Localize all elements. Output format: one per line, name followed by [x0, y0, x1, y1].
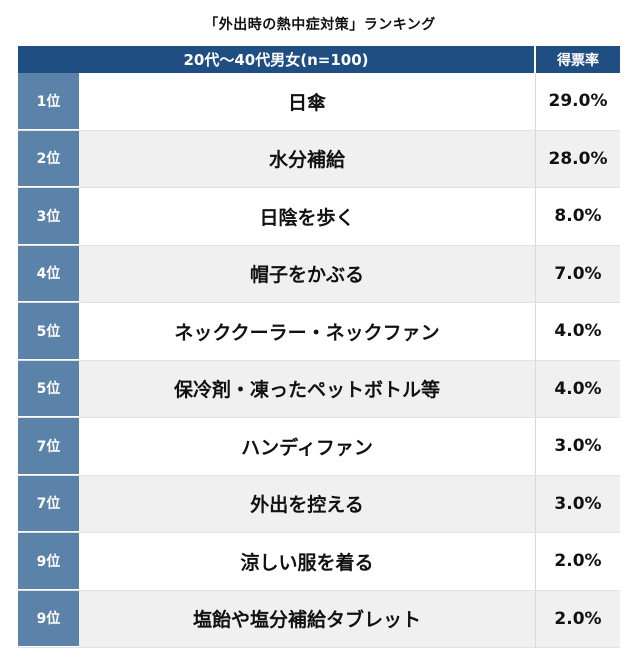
- rank-cell: 7位: [18, 475, 79, 532]
- item-cell: ネッククーラー・ネックファン: [79, 303, 536, 360]
- value-cell: 4.0%: [554, 321, 602, 342]
- item-cell: 日陰を歩く: [79, 188, 536, 245]
- chart-title: 「外出時の熱中症対策」ランキング: [204, 17, 436, 33]
- table-row: 4位 帽子をかぶる 7.0%: [18, 245, 620, 303]
- table-header: 20代〜40代男女(n=100) 得票率: [18, 46, 620, 73]
- rank-cell: 5位: [18, 303, 79, 360]
- ranking-table: 20代〜40代男女(n=100) 得票率 1位 日傘 29.0% 2位 水分補給…: [18, 46, 620, 648]
- table-row: 7位 外出を控える 3.0%: [18, 475, 620, 533]
- value-header: 得票率: [536, 46, 620, 73]
- rank-cell: 9位: [18, 533, 79, 590]
- item-cell: 水分補給: [79, 130, 536, 187]
- rank-cell: 5位: [18, 360, 79, 417]
- value-cell: 7.0%: [536, 245, 620, 302]
- table-row: 5位 保冷剤・凍ったペットボトル等 4.0%: [18, 360, 620, 418]
- value-cell: 3.0%: [554, 436, 602, 457]
- item-cell: 外出を控える: [79, 475, 536, 532]
- rank-cell: 7位: [18, 418, 79, 475]
- item-cell: ハンディファン: [79, 418, 536, 475]
- table-row: 2位 水分補給 28.0%: [18, 130, 620, 188]
- item-cell: 帽子をかぶる: [79, 245, 536, 302]
- rank-cell: 2位: [18, 130, 79, 187]
- table-row: 7位 ハンディファン 3.0%: [18, 418, 620, 476]
- value-cell: 28.0%: [536, 130, 620, 187]
- rank-cell: 3位: [18, 188, 79, 245]
- value-cell: 29.0%: [548, 91, 608, 112]
- table-row: 9位 涼しい服を着る 2.0%: [18, 533, 620, 591]
- table-row: 1位 日傘 29.0%: [18, 73, 620, 131]
- item-cell: 涼しい服を着る: [79, 533, 536, 590]
- value-cell: 4.0%: [536, 360, 620, 417]
- item-cell: 日傘: [79, 73, 536, 130]
- item-cell: 塩飴や塩分補給タブレット: [79, 590, 536, 647]
- group-header: 20代〜40代男女(n=100): [18, 46, 536, 73]
- table-row: 3位 日陰を歩く 8.0%: [18, 188, 620, 246]
- rank-cell: 1位: [18, 73, 79, 130]
- value-cell: 3.0%: [536, 475, 620, 532]
- rank-cell: 4位: [18, 245, 79, 302]
- value-cell: 2.0%: [536, 590, 620, 647]
- item-cell: 保冷剤・凍ったペットボトル等: [79, 360, 536, 417]
- rank-cell: 9位: [18, 590, 79, 647]
- table-row: 9位 塩飴や塩分補給タブレット 2.0%: [18, 590, 620, 648]
- value-cell: 8.0%: [554, 206, 602, 227]
- value-cell: 2.0%: [554, 551, 602, 572]
- table-row: 5位 ネッククーラー・ネックファン 4.0%: [18, 303, 620, 361]
